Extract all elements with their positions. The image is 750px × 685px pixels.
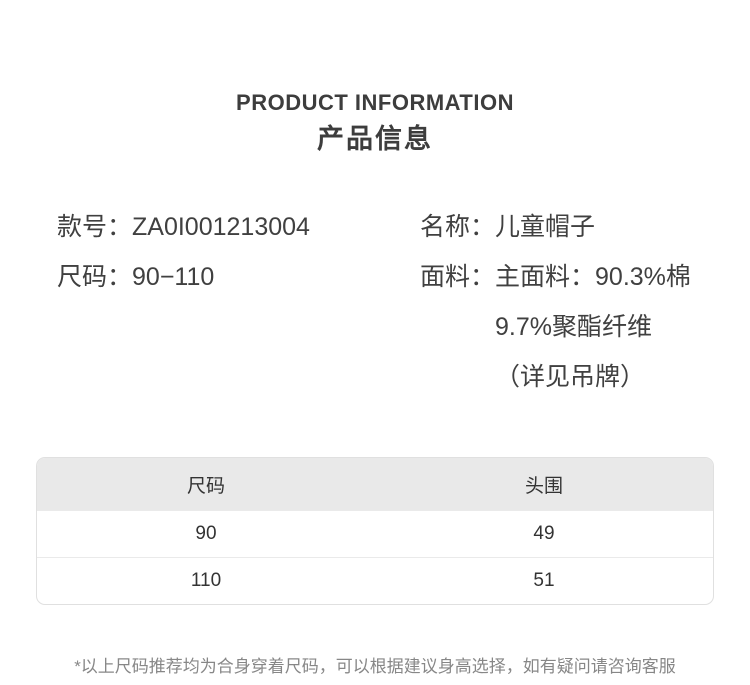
table-row: 110 51 bbox=[37, 556, 713, 605]
page-title-en: PRODUCT INFORMATION bbox=[236, 90, 514, 115]
fabric-line-note: （详见吊牌） bbox=[495, 363, 646, 392]
field-size-range: 尺码： 90−110 bbox=[57, 252, 363, 302]
table-row: 90 49 bbox=[37, 509, 713, 558]
size-range-label: 尺码： bbox=[57, 263, 133, 292]
size-chart-header-row: 尺码 头围 bbox=[37, 458, 713, 511]
head-circumference-column-header: 头围 bbox=[375, 458, 713, 511]
field-product-name: 名称： 儿童帽子 bbox=[420, 202, 691, 252]
product-name-value: 儿童帽子 bbox=[495, 213, 596, 242]
fabric-value: 主面料：90.3%棉 9.7%聚酯纤维 （详见吊牌） bbox=[495, 252, 691, 402]
page-heading: PRODUCT INFORMATION 产品信息 bbox=[0, 0, 750, 155]
attributes-left-column: 款号： ZA0I001213004 尺码： 90−110 bbox=[57, 202, 363, 302]
size-range-value: 90−110 bbox=[132, 263, 215, 292]
size-chart-table: 尺码 头围 90 49 110 51 bbox=[37, 458, 713, 605]
size-chart: 尺码 头围 90 49 110 51 bbox=[36, 457, 714, 606]
attributes-right-column: 名称： 儿童帽子 面料： 主面料：90.3%棉 9.7%聚酯纤维 （详见吊牌） bbox=[420, 202, 691, 402]
style-number-label: 款号： bbox=[57, 213, 133, 242]
style-number-value: ZA0I001213004 bbox=[132, 213, 310, 242]
size-cell: 110 bbox=[37, 556, 375, 605]
head-circumference-cell: 51 bbox=[375, 556, 713, 605]
product-attributes: 款号： ZA0I001213004 尺码： 90−110 名称： 儿童帽子 面料… bbox=[0, 202, 750, 402]
page-title-zh: 产品信息 bbox=[317, 124, 433, 155]
field-style-number: 款号： ZA0I001213004 bbox=[57, 202, 363, 252]
size-footnote: *以上尺码推荐均为合身穿着尺码，可以根据建议身高选择，如有疑问请咨询客服 bbox=[74, 657, 676, 677]
field-fabric: 面料： 主面料：90.3%棉 9.7%聚酯纤维 （详见吊牌） bbox=[420, 252, 691, 402]
fabric-line-secondary: 9.7%聚酯纤维 bbox=[495, 313, 652, 342]
fabric-line-main: 主面料：90.3%棉 bbox=[495, 263, 691, 292]
head-circumference-cell: 49 bbox=[375, 509, 713, 558]
size-cell: 90 bbox=[37, 509, 375, 558]
fabric-label: 面料： bbox=[420, 263, 496, 292]
size-column-header: 尺码 bbox=[37, 458, 375, 511]
product-name-label: 名称： bbox=[420, 213, 496, 242]
